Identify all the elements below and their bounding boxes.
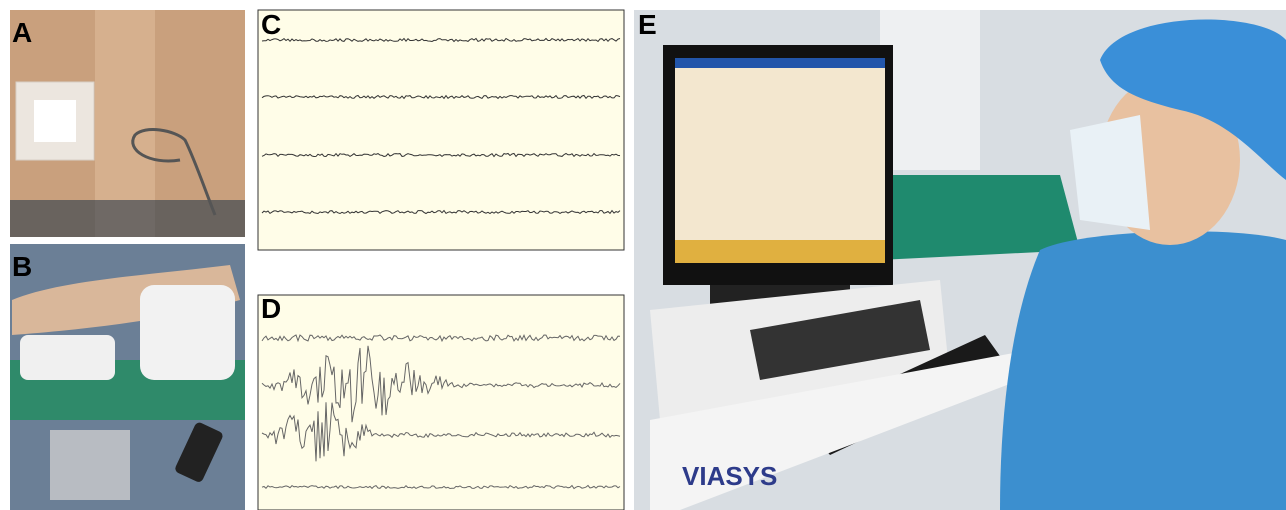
waveform xyxy=(261,209,621,215)
waveform xyxy=(261,345,621,423)
panel-e: VIASYS E xyxy=(634,9,1286,510)
gauze xyxy=(15,81,95,161)
trace-background xyxy=(257,294,625,510)
panel-label: C xyxy=(261,9,281,40)
drape xyxy=(880,175,1080,260)
wire xyxy=(131,128,217,216)
waveform xyxy=(261,484,621,490)
cloth xyxy=(20,335,115,380)
traces xyxy=(261,334,621,490)
screen-footer xyxy=(675,240,885,263)
screen-bar xyxy=(675,58,885,68)
waveform xyxy=(261,152,621,158)
panel-label: D xyxy=(261,293,281,324)
trace-background xyxy=(257,9,625,251)
mask xyxy=(1070,115,1150,230)
shadow xyxy=(10,200,245,237)
device xyxy=(50,430,130,500)
brand: VIASYS xyxy=(682,461,777,491)
panel-label: E xyxy=(638,9,657,40)
panel-label: A xyxy=(12,17,32,48)
panel-b: B xyxy=(10,244,245,510)
panel-a: A xyxy=(10,10,245,237)
probe xyxy=(175,422,223,482)
panel-c: C xyxy=(257,9,625,251)
traces xyxy=(261,37,621,215)
skin-light xyxy=(95,10,155,237)
waveform xyxy=(261,402,621,462)
screen xyxy=(675,58,885,263)
cabinet xyxy=(880,10,980,170)
waveform xyxy=(261,37,621,43)
panel-d: D xyxy=(257,293,625,510)
legs xyxy=(12,265,240,335)
amplifier xyxy=(750,300,930,380)
waveform xyxy=(261,94,621,100)
panel-label: B xyxy=(12,251,32,282)
gown xyxy=(1000,231,1286,510)
waveform xyxy=(261,334,621,343)
tray xyxy=(650,350,1030,510)
gauze-center xyxy=(34,100,76,142)
pillow xyxy=(140,285,235,380)
cap xyxy=(1100,19,1286,181)
